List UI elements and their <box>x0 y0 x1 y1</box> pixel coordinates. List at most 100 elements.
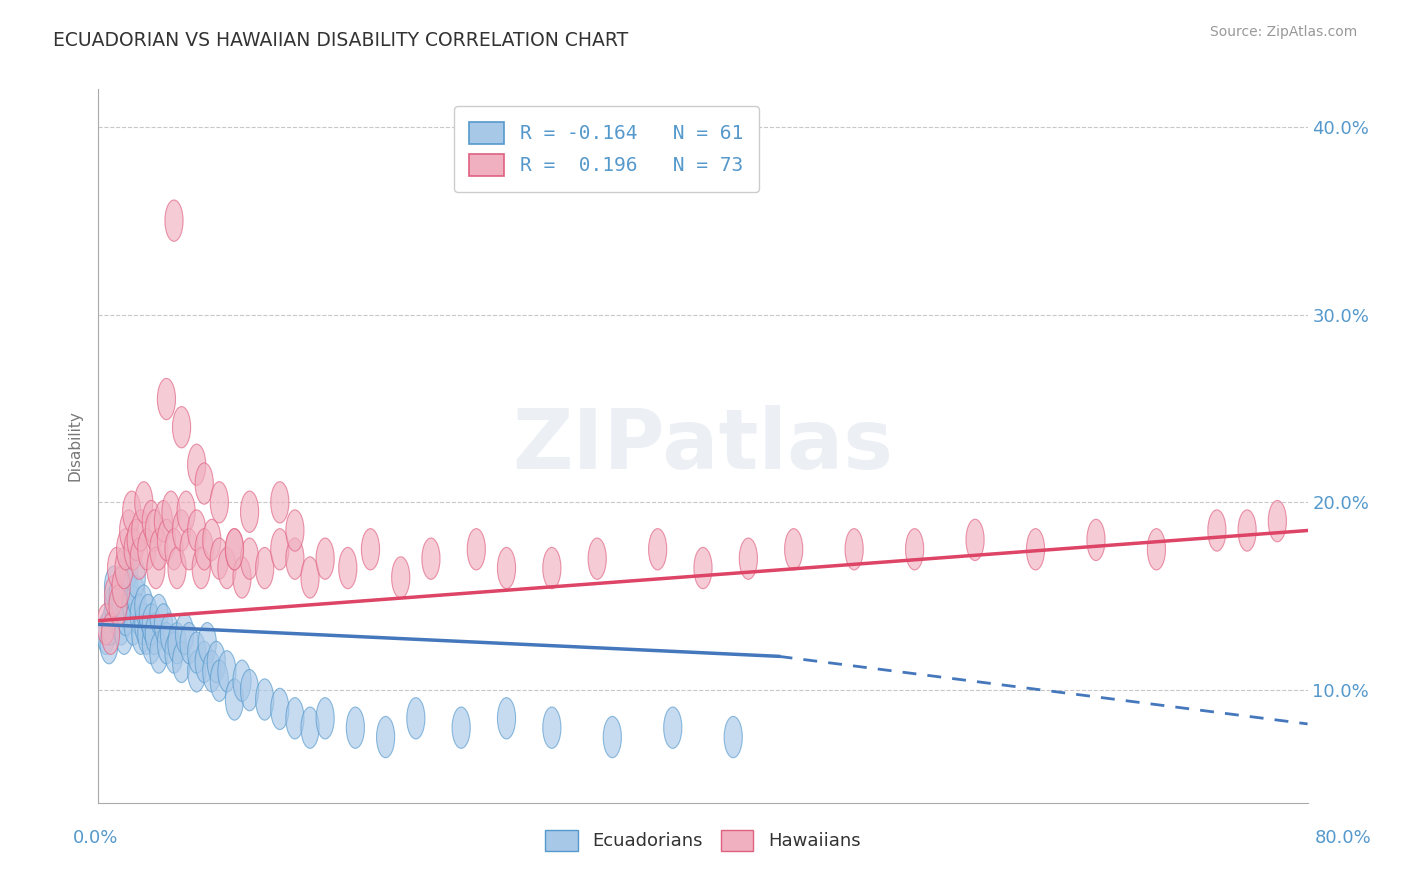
Ellipse shape <box>150 594 167 636</box>
Ellipse shape <box>225 529 243 570</box>
Ellipse shape <box>138 529 156 570</box>
Ellipse shape <box>150 632 167 673</box>
Ellipse shape <box>173 510 191 551</box>
Ellipse shape <box>603 716 621 757</box>
Ellipse shape <box>139 594 157 636</box>
Ellipse shape <box>104 566 122 607</box>
Ellipse shape <box>285 698 304 739</box>
Ellipse shape <box>173 407 191 448</box>
Ellipse shape <box>648 529 666 570</box>
Ellipse shape <box>104 575 122 617</box>
Ellipse shape <box>695 548 711 589</box>
Ellipse shape <box>233 557 252 599</box>
Ellipse shape <box>97 604 115 645</box>
Legend: Ecuadorians, Hawaiians: Ecuadorians, Hawaiians <box>538 822 868 858</box>
Ellipse shape <box>195 529 214 570</box>
Ellipse shape <box>285 510 304 551</box>
Ellipse shape <box>271 482 288 523</box>
Ellipse shape <box>195 463 214 504</box>
Ellipse shape <box>142 623 160 664</box>
Ellipse shape <box>240 491 259 533</box>
Ellipse shape <box>107 548 125 589</box>
Ellipse shape <box>1208 510 1226 551</box>
Ellipse shape <box>135 482 153 523</box>
Ellipse shape <box>122 585 141 626</box>
Ellipse shape <box>339 548 357 589</box>
Ellipse shape <box>453 707 470 748</box>
Ellipse shape <box>1087 519 1105 560</box>
Ellipse shape <box>240 670 259 711</box>
Ellipse shape <box>131 538 148 579</box>
Ellipse shape <box>157 623 176 664</box>
Ellipse shape <box>785 529 803 570</box>
Ellipse shape <box>100 623 118 664</box>
Text: ZIPatlas: ZIPatlas <box>513 406 893 486</box>
Ellipse shape <box>202 650 221 692</box>
Ellipse shape <box>180 529 198 570</box>
Ellipse shape <box>664 707 682 748</box>
Ellipse shape <box>1268 500 1286 541</box>
Ellipse shape <box>167 623 186 664</box>
Ellipse shape <box>392 557 409 599</box>
Ellipse shape <box>142 500 160 541</box>
Ellipse shape <box>127 557 145 599</box>
Ellipse shape <box>135 585 153 626</box>
Ellipse shape <box>101 604 120 645</box>
Ellipse shape <box>155 500 173 541</box>
Ellipse shape <box>211 538 228 579</box>
Ellipse shape <box>187 650 205 692</box>
Ellipse shape <box>271 529 288 570</box>
Ellipse shape <box>740 538 758 579</box>
Ellipse shape <box>157 519 176 560</box>
Ellipse shape <box>301 557 319 599</box>
Ellipse shape <box>498 698 516 739</box>
Ellipse shape <box>187 444 205 485</box>
Ellipse shape <box>165 200 183 242</box>
Ellipse shape <box>724 716 742 757</box>
Ellipse shape <box>225 679 243 720</box>
Ellipse shape <box>173 641 191 682</box>
Ellipse shape <box>120 566 138 607</box>
Ellipse shape <box>115 613 134 655</box>
Ellipse shape <box>193 548 211 589</box>
Ellipse shape <box>271 689 288 730</box>
Ellipse shape <box>256 548 274 589</box>
Ellipse shape <box>240 538 259 579</box>
Ellipse shape <box>145 613 163 655</box>
Ellipse shape <box>966 519 984 560</box>
Ellipse shape <box>160 613 179 655</box>
Ellipse shape <box>112 566 131 607</box>
Ellipse shape <box>145 510 163 551</box>
Ellipse shape <box>150 529 167 570</box>
Text: 80.0%: 80.0% <box>1315 829 1371 847</box>
Ellipse shape <box>316 698 335 739</box>
Ellipse shape <box>110 575 127 617</box>
Ellipse shape <box>588 538 606 579</box>
Ellipse shape <box>142 604 160 645</box>
Ellipse shape <box>157 378 176 420</box>
Ellipse shape <box>132 510 150 551</box>
Ellipse shape <box>97 613 115 655</box>
Text: 0.0%: 0.0% <box>73 829 118 847</box>
Y-axis label: Disability: Disability <box>67 410 83 482</box>
Ellipse shape <box>1239 510 1256 551</box>
Ellipse shape <box>132 613 150 655</box>
Ellipse shape <box>176 613 194 655</box>
Ellipse shape <box>1026 529 1045 570</box>
Ellipse shape <box>117 529 135 570</box>
Text: ECUADORIAN VS HAWAIIAN DISABILITY CORRELATION CHART: ECUADORIAN VS HAWAIIAN DISABILITY CORREL… <box>53 31 628 50</box>
Ellipse shape <box>467 529 485 570</box>
Ellipse shape <box>301 707 319 748</box>
Ellipse shape <box>120 548 138 589</box>
Ellipse shape <box>225 529 243 570</box>
Ellipse shape <box>285 538 304 579</box>
Ellipse shape <box>218 650 236 692</box>
Ellipse shape <box>256 679 274 720</box>
Ellipse shape <box>211 482 228 523</box>
Ellipse shape <box>316 538 335 579</box>
Ellipse shape <box>101 613 120 655</box>
Ellipse shape <box>233 660 252 701</box>
Ellipse shape <box>207 641 225 682</box>
Ellipse shape <box>117 594 135 636</box>
Ellipse shape <box>543 548 561 589</box>
